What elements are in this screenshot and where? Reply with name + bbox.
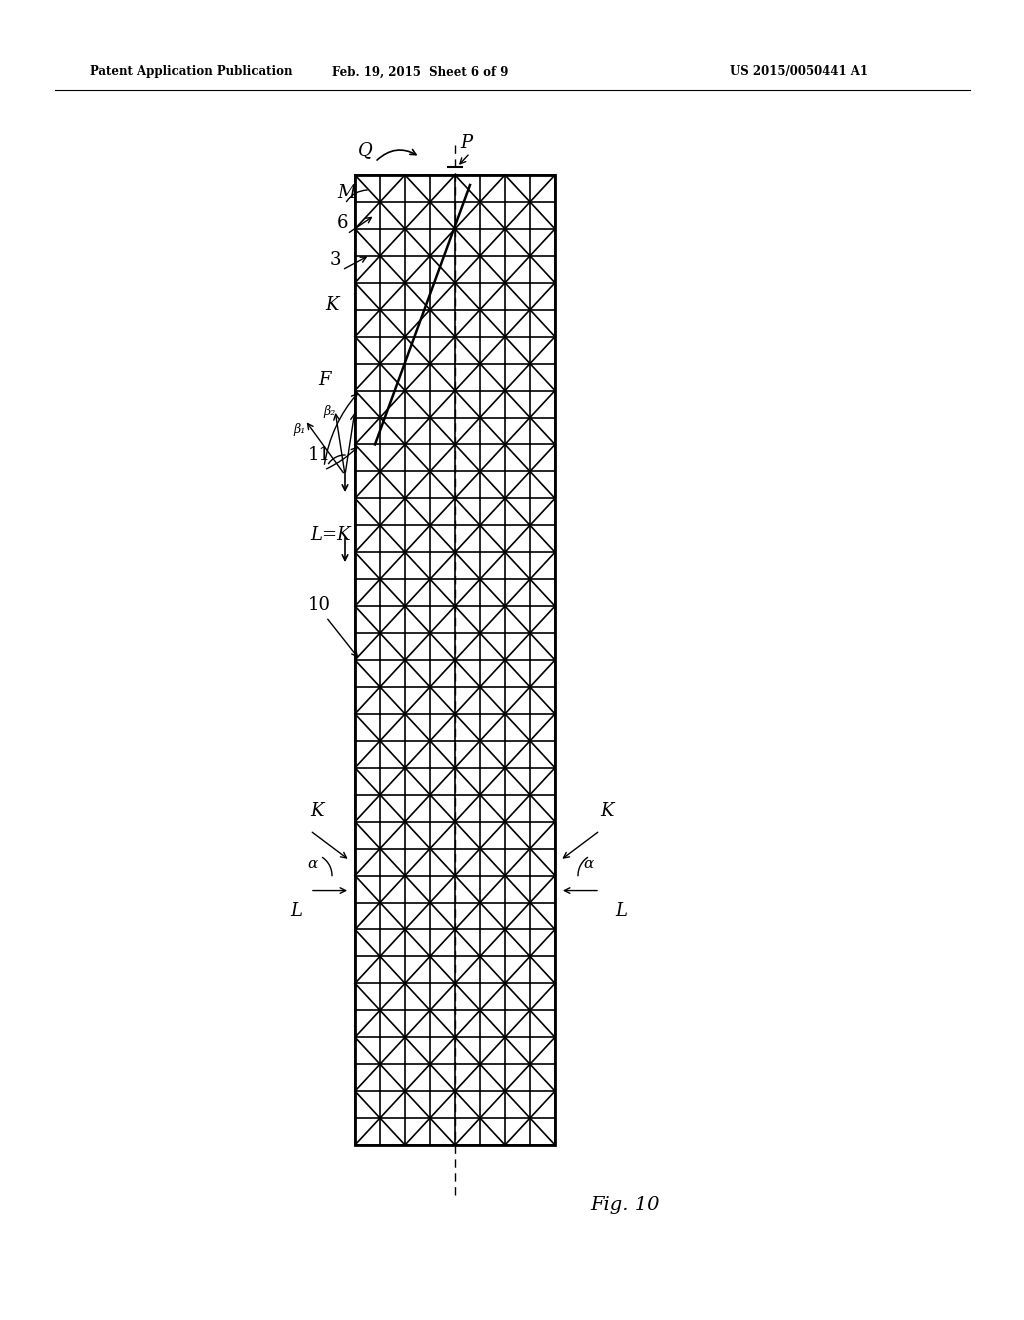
Text: Feb. 19, 2015  Sheet 6 of 9: Feb. 19, 2015 Sheet 6 of 9 <box>332 66 508 78</box>
Text: L: L <box>615 902 627 920</box>
Text: β₂: β₂ <box>323 405 335 418</box>
Text: K: K <box>600 801 613 820</box>
Text: Fig. 10: Fig. 10 <box>590 1196 659 1214</box>
Text: US 2015/0050441 A1: US 2015/0050441 A1 <box>730 66 868 78</box>
Text: L: L <box>290 902 302 920</box>
Text: α: α <box>583 857 593 871</box>
Text: β₁: β₁ <box>293 422 305 436</box>
Text: K: K <box>310 801 324 820</box>
Text: 11: 11 <box>308 446 331 465</box>
Text: 10: 10 <box>308 597 331 614</box>
Text: P: P <box>460 135 472 152</box>
Text: 6: 6 <box>337 214 348 232</box>
Text: K: K <box>325 296 339 314</box>
Text: 3: 3 <box>330 251 341 269</box>
Text: Q: Q <box>358 141 373 158</box>
Text: F: F <box>318 371 331 389</box>
Bar <box>355 176 555 1144</box>
Text: M: M <box>337 183 355 202</box>
Text: α: α <box>307 857 317 871</box>
Text: L=K: L=K <box>310 525 350 544</box>
Text: Patent Application Publication: Patent Application Publication <box>90 66 293 78</box>
